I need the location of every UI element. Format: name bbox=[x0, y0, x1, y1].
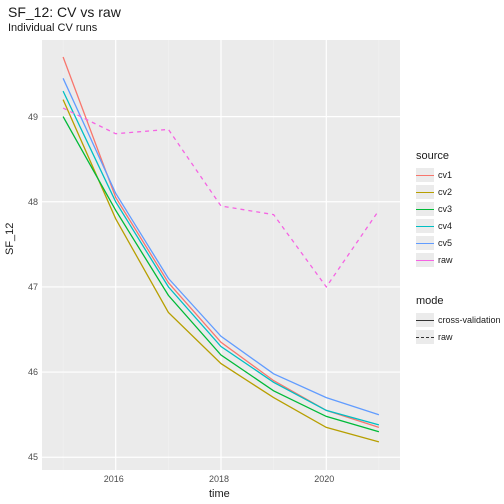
series-cv1 bbox=[63, 57, 379, 427]
x-axis-label: time bbox=[209, 488, 230, 500]
y-tick-label: 45 bbox=[28, 452, 38, 462]
legend-item-cv5: cv5 bbox=[416, 236, 452, 250]
x-tick-label: 2020 bbox=[314, 474, 334, 484]
x-tick-label: 2018 bbox=[209, 474, 229, 484]
y-axis-label: SF_12 bbox=[4, 223, 16, 255]
legend-mode-title: mode bbox=[416, 295, 444, 307]
legend-item-cross-validation: cross-validation bbox=[416, 313, 501, 327]
legend-item-raw: raw bbox=[416, 330, 453, 344]
series-cv3 bbox=[63, 117, 379, 432]
series-cv4 bbox=[63, 91, 379, 425]
y-tick-label: 46 bbox=[28, 367, 38, 377]
series-cv2 bbox=[63, 100, 379, 442]
y-tick-label: 47 bbox=[28, 282, 38, 292]
legend-item-cv1: cv1 bbox=[416, 168, 452, 182]
legend-item-cv3: cv3 bbox=[416, 202, 452, 216]
legend-item-raw: raw bbox=[416, 253, 453, 267]
legend-item-cv4: cv4 bbox=[416, 219, 452, 233]
legend-item-cv2: cv2 bbox=[416, 185, 452, 199]
y-tick-label: 48 bbox=[28, 197, 38, 207]
series-raw bbox=[63, 108, 379, 287]
y-tick-label: 49 bbox=[28, 112, 38, 122]
legend-source-title: source bbox=[416, 150, 449, 162]
series-lines bbox=[0, 0, 504, 504]
x-tick-label: 2016 bbox=[104, 474, 124, 484]
